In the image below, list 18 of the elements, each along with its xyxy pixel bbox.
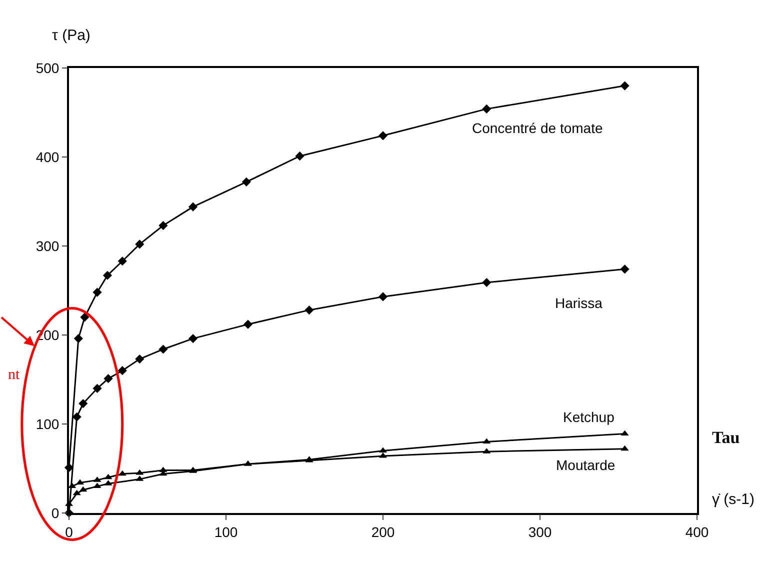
x-axis-title: γ̇ (s-1) (712, 491, 754, 508)
text: Tau (712, 428, 740, 447)
x-tick-label: 300 (528, 524, 552, 540)
series-label: Moutarde (556, 457, 616, 473)
y-tick-label: 300 (36, 238, 60, 254)
text: nt (8, 367, 20, 383)
y-tick-label: 100 (36, 416, 60, 432)
x-tick-label: 100 (214, 524, 238, 540)
y-tick-label: 400 (36, 148, 60, 165)
series-label: Ketchup (563, 409, 615, 425)
y-tick-label: 500 (36, 60, 60, 76)
series-label: Concentré de tomate (472, 120, 603, 136)
y-axis-title: τ (Pa) (52, 27, 90, 44)
x-tick-label: 0 (65, 524, 74, 540)
y-tick-label: 0 (51, 504, 60, 521)
x-tick-label: 200 (371, 524, 395, 540)
series-label: Harissa (555, 295, 603, 311)
x-tick-label: 400 (685, 524, 709, 540)
